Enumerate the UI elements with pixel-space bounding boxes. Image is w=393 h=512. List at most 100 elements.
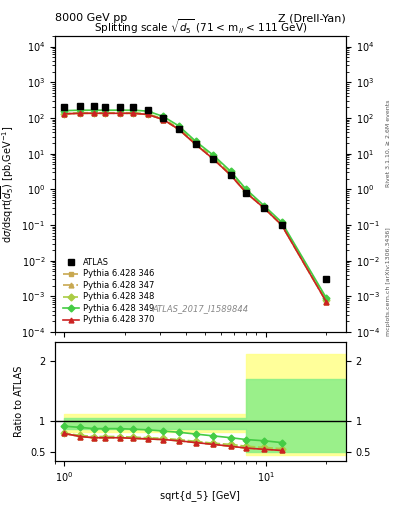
Pythia 6.428 348	[161, 116, 165, 122]
Pythia 6.428 370	[244, 189, 248, 196]
Pythia 6.428 370	[228, 172, 233, 178]
Pythia 6.428 346	[161, 117, 165, 123]
Pythia 6.428 370	[103, 110, 108, 116]
Pythia 6.428 349	[228, 168, 233, 174]
Pythia 6.428 347	[228, 172, 233, 178]
Pythia 6.428 348	[244, 188, 248, 194]
Pythia 6.428 347	[62, 111, 66, 117]
Pythia 6.428 348	[131, 110, 136, 116]
Pythia 6.428 346	[78, 110, 83, 116]
ATLAS	[262, 205, 266, 211]
Pythia 6.428 348	[118, 110, 123, 116]
Pythia 6.428 346	[118, 110, 123, 116]
Pythia 6.428 349	[193, 138, 198, 144]
Pythia 6.428 347	[244, 189, 248, 196]
ATLAS	[324, 276, 329, 282]
Pythia 6.428 370	[161, 117, 165, 123]
Pythia 6.428 370	[193, 141, 198, 147]
Text: Rivet 3.1.10, ≥ 2.6M events: Rivet 3.1.10, ≥ 2.6M events	[386, 100, 391, 187]
Pythia 6.428 370	[279, 222, 284, 228]
Pythia 6.428 370	[262, 205, 266, 211]
Pythia 6.428 347	[262, 205, 266, 211]
Pythia 6.428 348	[78, 110, 83, 116]
Pythia 6.428 349	[145, 108, 150, 114]
Pythia 6.428 348	[145, 111, 150, 117]
Pythia 6.428 347	[131, 110, 136, 116]
Pythia 6.428 346	[262, 205, 266, 211]
ATLAS	[145, 106, 150, 113]
Pythia 6.428 348	[228, 170, 233, 177]
Pythia 6.428 347	[161, 117, 165, 123]
Pythia 6.428 346	[91, 110, 96, 116]
Line: Pythia 6.428 347: Pythia 6.428 347	[62, 111, 329, 304]
Pythia 6.428 349	[131, 107, 136, 113]
ATLAS	[228, 172, 233, 178]
Pythia 6.428 348	[211, 154, 216, 160]
Pythia 6.428 346	[193, 141, 198, 147]
Text: ATLAS_2017_I1589844: ATLAS_2017_I1589844	[152, 304, 248, 313]
Text: Z (Drell-Yan): Z (Drell-Yan)	[278, 13, 346, 23]
Pythia 6.428 347	[118, 110, 123, 116]
ATLAS	[211, 156, 216, 162]
Title: Splitting scale $\sqrt{d_5}$ (71 < m$_{ll}$ < 111 GeV): Splitting scale $\sqrt{d_5}$ (71 < m$_{l…	[94, 17, 307, 36]
Legend: ATLAS, Pythia 6.428 346, Pythia 6.428 347, Pythia 6.428 348, Pythia 6.428 349, P: ATLAS, Pythia 6.428 346, Pythia 6.428 34…	[59, 254, 158, 328]
Pythia 6.428 349	[176, 123, 181, 129]
Pythia 6.428 349	[91, 107, 96, 113]
Pythia 6.428 346	[62, 111, 66, 117]
ATLAS	[62, 104, 66, 110]
Pythia 6.428 346	[176, 126, 181, 133]
Pythia 6.428 370	[324, 299, 329, 305]
Pythia 6.428 348	[176, 125, 181, 131]
Pythia 6.428 370	[118, 110, 123, 116]
Pythia 6.428 346	[145, 112, 150, 118]
Pythia 6.428 349	[279, 219, 284, 225]
Pythia 6.428 347	[78, 110, 83, 116]
Line: Pythia 6.428 348: Pythia 6.428 348	[62, 110, 329, 302]
Pythia 6.428 348	[91, 110, 96, 116]
Pythia 6.428 349	[244, 186, 248, 193]
Pythia 6.428 349	[78, 107, 83, 113]
Pythia 6.428 349	[62, 108, 66, 114]
ATLAS	[78, 103, 83, 110]
Y-axis label: d$\sigma$/dsqrt($\overline{d_5}$) [pb,GeV$^{-1}$]: d$\sigma$/dsqrt($\overline{d_5}$) [pb,Ge…	[0, 125, 16, 243]
Pythia 6.428 370	[176, 126, 181, 133]
Text: mcplots.cern.ch [arXiv:1306.3436]: mcplots.cern.ch [arXiv:1306.3436]	[386, 227, 391, 336]
Pythia 6.428 347	[91, 110, 96, 116]
Pythia 6.428 346	[103, 110, 108, 116]
ATLAS	[91, 103, 96, 110]
Pythia 6.428 348	[193, 140, 198, 146]
Pythia 6.428 370	[78, 110, 83, 116]
ATLAS	[193, 141, 198, 147]
Pythia 6.428 370	[145, 112, 150, 118]
Pythia 6.428 347	[279, 222, 284, 228]
Pythia 6.428 370	[131, 110, 136, 116]
Pythia 6.428 347	[145, 112, 150, 118]
Pythia 6.428 348	[262, 204, 266, 210]
Text: 8000 GeV pp: 8000 GeV pp	[55, 13, 127, 23]
Line: Pythia 6.428 349: Pythia 6.428 349	[62, 108, 329, 301]
Pythia 6.428 349	[262, 202, 266, 208]
Pythia 6.428 349	[211, 152, 216, 158]
Pythia 6.428 347	[324, 299, 329, 305]
ATLAS	[244, 189, 248, 196]
Pythia 6.428 370	[91, 110, 96, 116]
Pythia 6.428 347	[176, 126, 181, 133]
X-axis label: sqrt{d_5} [GeV]: sqrt{d_5} [GeV]	[160, 490, 241, 501]
Pythia 6.428 370	[211, 156, 216, 162]
ATLAS	[103, 104, 108, 110]
Line: ATLAS: ATLAS	[61, 103, 330, 283]
Pythia 6.428 346	[131, 110, 136, 116]
Pythia 6.428 347	[211, 156, 216, 162]
ATLAS	[161, 115, 165, 121]
Pythia 6.428 346	[211, 156, 216, 162]
Pythia 6.428 346	[228, 172, 233, 178]
Pythia 6.428 346	[324, 299, 329, 305]
Y-axis label: Ratio to ATLAS: Ratio to ATLAS	[15, 366, 24, 437]
Pythia 6.428 348	[324, 296, 329, 303]
Line: Pythia 6.428 370: Pythia 6.428 370	[62, 111, 329, 304]
ATLAS	[279, 222, 284, 228]
Pythia 6.428 346	[244, 189, 248, 196]
Pythia 6.428 370	[62, 111, 66, 117]
Pythia 6.428 348	[279, 220, 284, 226]
ATLAS	[176, 125, 181, 132]
